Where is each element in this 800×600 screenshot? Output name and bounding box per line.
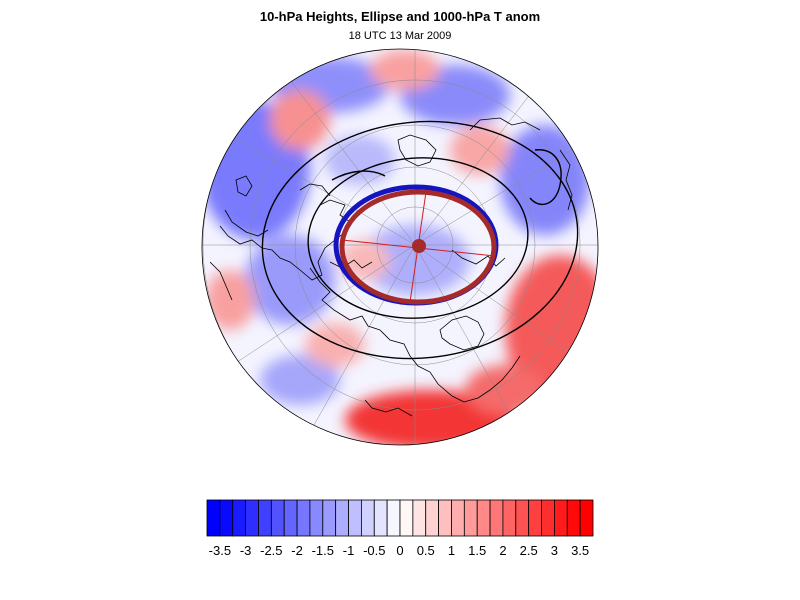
- colorbar-box: [579, 499, 594, 537]
- colorbar-box: [463, 499, 478, 537]
- colorbar-tick-label: -2: [291, 543, 303, 558]
- colorbar-box: [258, 499, 272, 537]
- colorbar-box: [309, 499, 324, 537]
- colorbar-box: [296, 499, 311, 537]
- colorbar-box: [476, 499, 491, 537]
- colorbar-box: [425, 499, 440, 537]
- chart-subtitle: 18 UTC 13 Mar 2009: [348, 30, 452, 42]
- colorbar-box: [438, 499, 452, 537]
- colorbar-box: [232, 499, 246, 537]
- colorbar-box: [566, 499, 581, 537]
- colorbar-box: [451, 499, 465, 537]
- colorbar-box: [322, 499, 337, 537]
- colorbar-tick-label: -0.5: [363, 543, 385, 558]
- colorbar-box: [360, 499, 375, 537]
- colorbar-tick-label: 3: [551, 543, 558, 558]
- vortex-centroid: [412, 239, 426, 253]
- colorbar-tick-label: 1: [448, 543, 455, 558]
- colorbar-box: [386, 499, 401, 537]
- colorbar-box: [399, 499, 414, 537]
- latitude-longitude-grid: [202, 49, 598, 445]
- chart-title: 10-hPa Heights, Ellipse and 1000-hPa T a…: [259, 9, 541, 24]
- colorbar-box: [541, 499, 555, 537]
- colorbar-tick-label: 3.5: [571, 543, 589, 558]
- colorbar-box: [515, 499, 530, 537]
- colorbar-tick-label: 2.5: [520, 543, 538, 558]
- colorbar-tick-label: 2: [499, 543, 506, 558]
- colorbar-box: [489, 499, 504, 537]
- map-boundary: [201, 48, 599, 446]
- colorbar-box: [245, 499, 259, 537]
- colorbar-box: [206, 499, 221, 537]
- colorbar-tick-label: -3.5: [209, 543, 231, 558]
- colorbar-box: [348, 499, 362, 537]
- colorbar-box: [335, 499, 349, 537]
- ellipse-inner: [339, 189, 497, 305]
- colorbar-box: [219, 499, 234, 537]
- colorbar-box: [502, 499, 517, 537]
- colorbar-tick-label: 0: [396, 543, 403, 558]
- colorbar-tick-label: -2.5: [260, 543, 282, 558]
- colorbar-tick-label: -3: [240, 543, 252, 558]
- fitted-ellipse: [333, 184, 499, 306]
- colorbar-tick-label: 1.5: [468, 543, 486, 558]
- height-contours: [261, 120, 579, 360]
- colorbar-tick-label: -1.5: [312, 543, 334, 558]
- colorbar-box: [528, 499, 542, 537]
- colorbar-box: [412, 499, 427, 537]
- colorbar-tick-label: -1: [343, 543, 355, 558]
- colorbar-box: [373, 499, 388, 537]
- colorbar-labels: -3.5 -3 -2.5 -2 -1.5 -1 -0.5 0 0.5 1 1.5 2 2.5 3 3.5: [209, 543, 590, 558]
- colorbar-tick-label: 0.5: [417, 543, 435, 558]
- colorbar-box: [270, 499, 285, 537]
- colorbar-box: [283, 499, 298, 537]
- colorbar-box: [554, 499, 568, 537]
- colorbar-boxes: [206, 499, 594, 537]
